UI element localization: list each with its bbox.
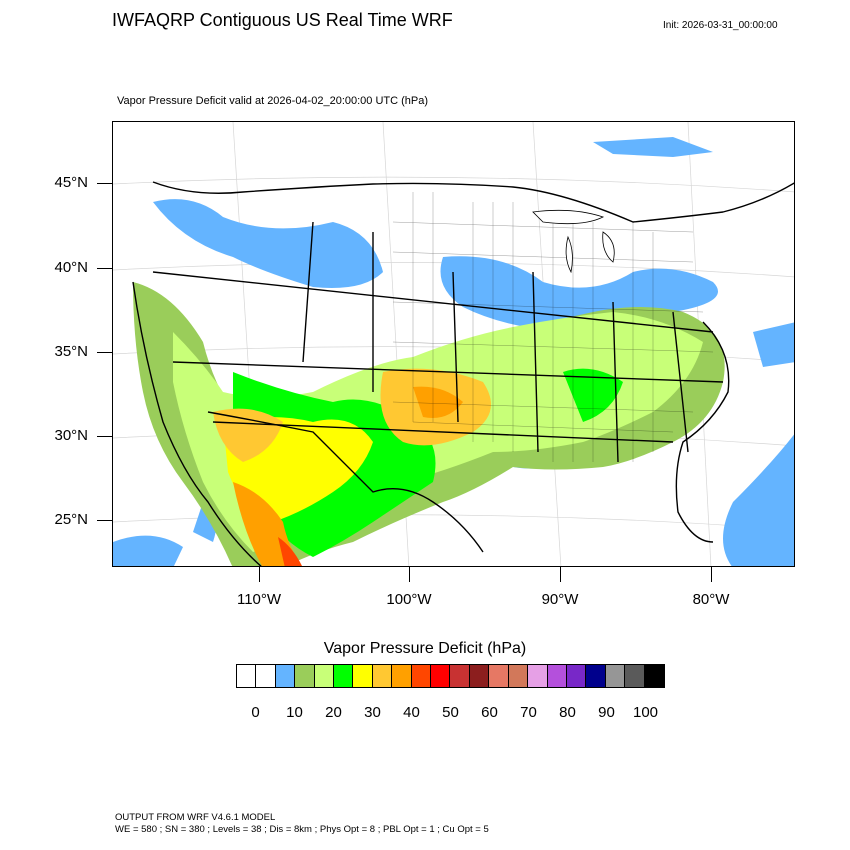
colorbar-label: 90 [598,704,615,721]
lon-tick-110w [259,567,260,582]
model-info-line1: OUTPUT FROM WRF V4.6.1 MODEL [115,812,276,823]
colorbar-swatch [431,665,451,687]
model-info-line2: WE = 580 ; SN = 380 ; Levels = 38 ; Dis … [115,824,489,835]
great-lakes [532,209,615,274]
colorbar-label: 70 [520,704,537,721]
colorbar-swatch [450,665,470,687]
colorbar-swatch [237,665,257,687]
chart-title: IWFAQRP Contiguous US Real Time WRF [112,10,453,30]
colorbar-swatch [411,665,432,687]
colorbar-label: 10 [286,704,303,721]
colorbar-swatch [275,665,296,687]
field-subtitle: Vapor Pressure Deficit valid at 2026-04-… [117,95,429,107]
lon-tick-80w [711,567,712,582]
lat-tick-25n [97,520,112,521]
lat-label-40n: 40°N [54,259,88,276]
colorbar-label: 30 [364,704,381,721]
vpd-map-graphic [113,122,794,566]
colorbar-label: 40 [403,704,420,721]
very-high-vpd-areas [213,368,491,566]
lat-tick-30n [97,436,112,437]
lat-label-25n: 25°N [54,511,88,528]
colorbar-swatch [353,665,373,687]
colorbar-swatch [469,665,490,687]
colorbar-swatch [295,665,315,687]
colorbar-swatch [547,665,567,687]
colorbar-label: 80 [559,704,576,721]
colorbar-label: 60 [481,704,498,721]
colorbar-label: 50 [442,704,459,721]
lon-label-100w: 100°W [386,591,432,608]
colorbar-swatch [508,665,529,687]
lat-label-35n: 35°N [54,343,88,360]
colorbar-swatch [625,665,645,687]
colorbar-swatch [528,665,548,687]
colorbar-swatch [605,665,626,687]
colorbar-label: 0 [251,704,260,721]
lon-label-90w: 90°W [541,591,579,608]
map-panel [112,121,795,567]
lon-label-110w: 110°W [236,591,282,608]
colorbar-swatch [314,665,335,687]
lat-label-30n: 30°N [54,427,88,444]
init-time-label: Init: 2026-03-31_00:00:00 [663,20,778,31]
colorbar-swatch [334,665,354,687]
colorbar-swatch [489,665,509,687]
colorbar [236,664,665,688]
lon-tick-100w [409,567,410,582]
lon-label-80w: 80°W [692,591,730,608]
colorbar-label: 20 [325,704,342,721]
colorbar-swatch [566,665,587,687]
lon-tick-90w [560,567,561,582]
colorbar-swatch [256,665,276,687]
colorbar-title: Vapor Pressure Deficit (hPa) [323,640,527,657]
lat-tick-45n [97,183,112,184]
lat-tick-35n [97,352,112,353]
colorbar-swatch [644,665,664,687]
lat-tick-40n [97,268,112,269]
lat-label-45n: 45°N [54,174,88,191]
colorbar-swatch [586,665,606,687]
political-boundaries [132,181,794,566]
county-lines [392,192,714,462]
colorbar-label: 100 [632,704,659,721]
colorbar-swatch [392,665,412,687]
colorbar-swatch [372,665,393,687]
